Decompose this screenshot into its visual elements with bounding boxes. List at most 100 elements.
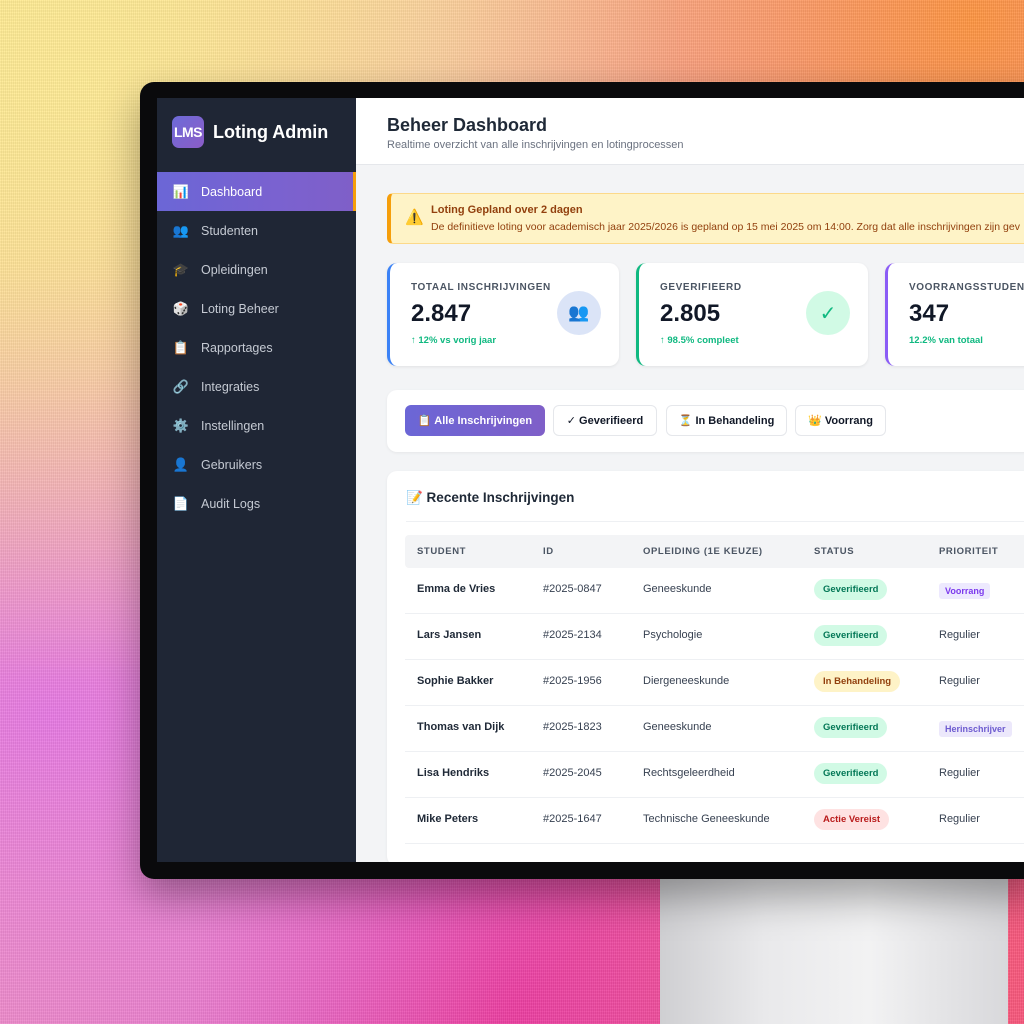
sidebar-item-instellingen[interactable]: ⚙️ Instellingen	[157, 406, 356, 445]
table-row[interactable]: Mike Peters #2025-1647 Technische Geneesku…	[405, 798, 1024, 844]
stat-value: 2.805	[660, 300, 721, 327]
student-name: Lisa Hendriks	[417, 767, 490, 779]
sidebar-item-label: Dashboard	[201, 184, 263, 199]
student-name: Mike Peters	[417, 813, 479, 825]
sidebar-item-label: Opleidingen	[201, 262, 268, 277]
column-header: ID	[543, 546, 554, 557]
status-badge: In Behandeling	[814, 671, 901, 692]
student-id: #2025-1647	[543, 813, 602, 825]
app-screen: LMS Loting Admin 📊 Dashboard 👥 Studenten 🎓 Op…	[157, 98, 1024, 862]
clipboard-icon: 📋	[172, 339, 190, 355]
table-row[interactable]: Lars Jansen #2025-2134 Psychologie Geverifi…	[405, 614, 1024, 660]
gear-icon: ⚙️	[172, 417, 190, 433]
program-name: Psychologie	[643, 629, 703, 641]
check-icon: ✓	[806, 291, 850, 335]
student-id: #2025-2134	[543, 629, 602, 641]
priority-text: Regulier	[939, 813, 980, 825]
brand[interactable]: LMS Loting Admin	[172, 116, 328, 148]
stat-trend: 12.2% van totaal	[909, 335, 983, 346]
stat-trend: ↑ 98.5% compleet	[660, 335, 739, 346]
priority-text: Regulier	[939, 675, 980, 687]
stat-value: 347	[909, 300, 950, 327]
table-row[interactable]: Thomas van Dijk #2025-1823 Geneeskunde Geve…	[405, 706, 1024, 752]
sidebar-item-integraties[interactable]: 🔗 Integraties	[157, 367, 356, 406]
stat-value: 2.847	[411, 300, 472, 327]
main-content: Beheer Dashboard Realtime overzicht van …	[356, 98, 1024, 862]
sidebar-item-label: Rapportages	[201, 340, 273, 355]
stat-label: VOORRANGSSTUDENT	[909, 282, 1024, 293]
status-badge: Geverifieerd	[814, 717, 888, 738]
sidebar-item-label: Instellingen	[201, 418, 265, 433]
status-badge: Actie Vereist	[814, 809, 890, 830]
filter-bar: 📋 Alle Inschrijvingen ✓ Geverifieerd ⏳ In …	[387, 390, 1024, 452]
table-row[interactable]: Lisa Hendriks #2025-2045 Rechtsgeleerdheid…	[405, 752, 1024, 798]
registrations-table-card: 📝 Recente Inschrijvingen STUDENT ID OPLEID…	[387, 471, 1024, 862]
graduation-cap-icon: 🎓	[172, 261, 190, 277]
sidebar-item-dashboard[interactable]: 📊 Dashboard	[157, 172, 356, 211]
table-header: STUDENT ID OPLEIDING (1E KEUZE) STATUS PRIOR…	[405, 535, 1024, 568]
student-name: Emma de Vries	[417, 583, 496, 595]
filter-button-in-behandeling[interactable]: ⏳ In Behandeling	[666, 405, 787, 436]
program-name: Diergeneeskunde	[643, 675, 730, 687]
student-id: #2025-1823	[543, 721, 602, 733]
filter-button-voorrang[interactable]: 👑 Voorrang	[795, 405, 886, 436]
table-row[interactable]: Sophie Bakker #2025-1956 Diergeneeskunde In…	[405, 660, 1024, 706]
lottery-alert: ⚠️ Loting Gepland over 2 dagen De defini…	[387, 193, 1024, 244]
brand-name: Loting Admin	[213, 121, 329, 142]
page-header: Beheer Dashboard Realtime overzicht van …	[356, 98, 1024, 165]
student-id: #2025-1956	[543, 675, 602, 687]
sidebar: LMS Loting Admin 📊 Dashboard 👥 Studenten 🎓 Op…	[157, 98, 356, 862]
users-icon: 👥	[557, 291, 601, 335]
column-header: OPLEIDING (1E KEUZE)	[643, 546, 763, 557]
status-badge: Geverifieerd	[814, 763, 888, 784]
stat-card: GEVERIFIEERD 2.805 ↑ 98.5% compleet ✓	[636, 263, 868, 366]
dice-icon: 🎲	[172, 300, 190, 316]
student-name: Thomas van Dijk	[417, 721, 505, 733]
student-name: Lars Jansen	[417, 629, 482, 641]
divider	[406, 521, 1024, 522]
priority-tag: Voorrang	[939, 583, 991, 599]
sidebar-item-studenten[interactable]: 👥 Studenten	[157, 211, 356, 250]
filter-button-geverifieerd[interactable]: ✓ Geverifieerd	[553, 405, 657, 436]
program-name: Rechtsgeleerdheid	[643, 767, 735, 779]
status-badge: Geverifieerd	[814, 625, 888, 646]
student-id: #2025-0847	[543, 583, 602, 595]
priority-text: Regulier	[939, 767, 980, 779]
table-row[interactable]: Emma de Vries #2025-0847 Geneeskunde Geveri…	[405, 568, 1024, 614]
program-name: Geneeskunde	[643, 583, 712, 595]
monitor-stand	[660, 870, 1008, 1024]
program-name: Technische Geneeskunde	[643, 813, 770, 825]
program-name: Geneeskunde	[643, 721, 712, 733]
user-icon: 👤	[172, 456, 190, 472]
stat-card: VOORRANGSSTUDENT 347 12.2% van totaal	[885, 263, 1024, 366]
column-header: PRIORITEIT	[939, 546, 999, 557]
document-icon: 📄	[172, 495, 190, 511]
stat-label: TOTAAL INSCHRIJVINGEN	[411, 282, 551, 293]
sidebar-item-label: Integraties	[201, 379, 260, 394]
priority-text: Regulier	[939, 629, 980, 641]
sidebar-item-rapportages[interactable]: 📋 Rapportages	[157, 328, 356, 367]
sidebar-item-opleidingen[interactable]: 🎓 Opleidingen	[157, 250, 356, 289]
sidebar-item-label: Studenten	[201, 223, 258, 238]
stat-card: TOTAAL INSCHRIJVINGEN 2.847 ↑ 12% vs vorig…	[387, 263, 619, 366]
link-icon: 🔗	[172, 378, 190, 394]
page-title: Beheer Dashboard	[387, 115, 548, 135]
alert-text: De definitieve loting voor academisch ja…	[431, 221, 1020, 233]
status-badge: Geverifieerd	[814, 579, 888, 600]
brand-logo: LMS	[172, 116, 204, 148]
column-header: STATUS	[814, 546, 855, 557]
sidebar-item-label: Audit Logs	[201, 496, 261, 511]
sidebar-item-gebruikers[interactable]: 👤 Gebruikers	[157, 445, 356, 484]
sidebar-item-audit-logs[interactable]: 📄 Audit Logs	[157, 484, 356, 523]
stat-label: GEVERIFIEERD	[660, 282, 742, 293]
filter-button-alle-inschrijvingen[interactable]: 📋 Alle Inschrijvingen	[405, 405, 545, 436]
sidebar-nav: 📊 Dashboard 👥 Studenten 🎓 Opleidingen 🎲 Loting …	[157, 172, 356, 523]
sidebar-item-loting-beheer[interactable]: 🎲 Loting Beheer	[157, 289, 356, 328]
table-title: 📝 Recente Inschrijvingen	[406, 490, 575, 505]
bar-chart-icon: 📊	[172, 183, 190, 199]
users-icon: 👥	[172, 222, 190, 238]
sidebar-item-label: Gebruikers	[201, 457, 263, 472]
stat-trend: ↑ 12% vs vorig jaar	[411, 335, 497, 346]
page-subtitle: Realtime overzicht van alle inschrijving…	[387, 139, 684, 151]
sidebar-item-label: Loting Beheer	[201, 301, 279, 316]
